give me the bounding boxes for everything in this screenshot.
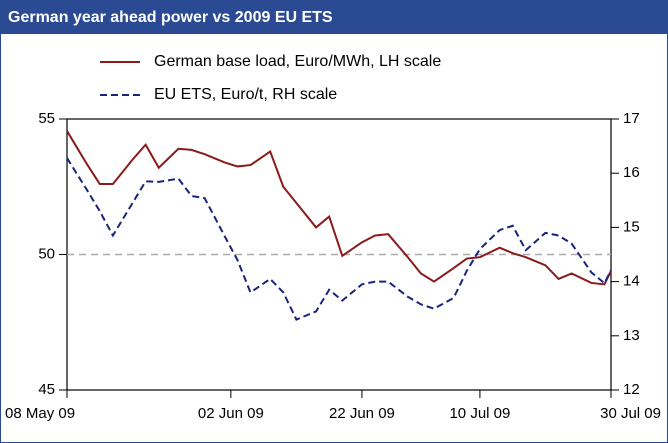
y2-tick-label: 17 bbox=[623, 110, 640, 127]
x-tick-label: 08 May 09 bbox=[5, 405, 75, 422]
x-tick-label: 22 Jun 09 bbox=[329, 405, 395, 422]
legend-label: EU ETS, Euro/t, RH scale bbox=[154, 86, 337, 103]
y2-tick-label: 14 bbox=[623, 273, 640, 290]
y2-tick-label: 16 bbox=[623, 164, 640, 181]
y2-tick-label: 12 bbox=[623, 381, 640, 398]
chart-title: German year ahead power vs 2009 EU ETS bbox=[8, 9, 333, 26]
y-tick-label: 55 bbox=[38, 110, 55, 127]
y2-tick-label: 15 bbox=[623, 218, 640, 235]
x-tick-label: 10 Jul 09 bbox=[449, 405, 510, 422]
legend-label: German base load, Euro/MWh, LH scale bbox=[154, 53, 441, 70]
series-line bbox=[66, 157, 612, 321]
x-tick-label: 02 Jun 09 bbox=[198, 405, 264, 422]
title-bar bbox=[0, 0, 668, 34]
x-tick-label: 30 Jul 09 bbox=[600, 405, 661, 422]
y-tick-label: 50 bbox=[38, 245, 55, 262]
series-line bbox=[66, 130, 612, 286]
y2-tick-label: 13 bbox=[623, 327, 640, 344]
y-tick-label: 45 bbox=[38, 381, 55, 398]
